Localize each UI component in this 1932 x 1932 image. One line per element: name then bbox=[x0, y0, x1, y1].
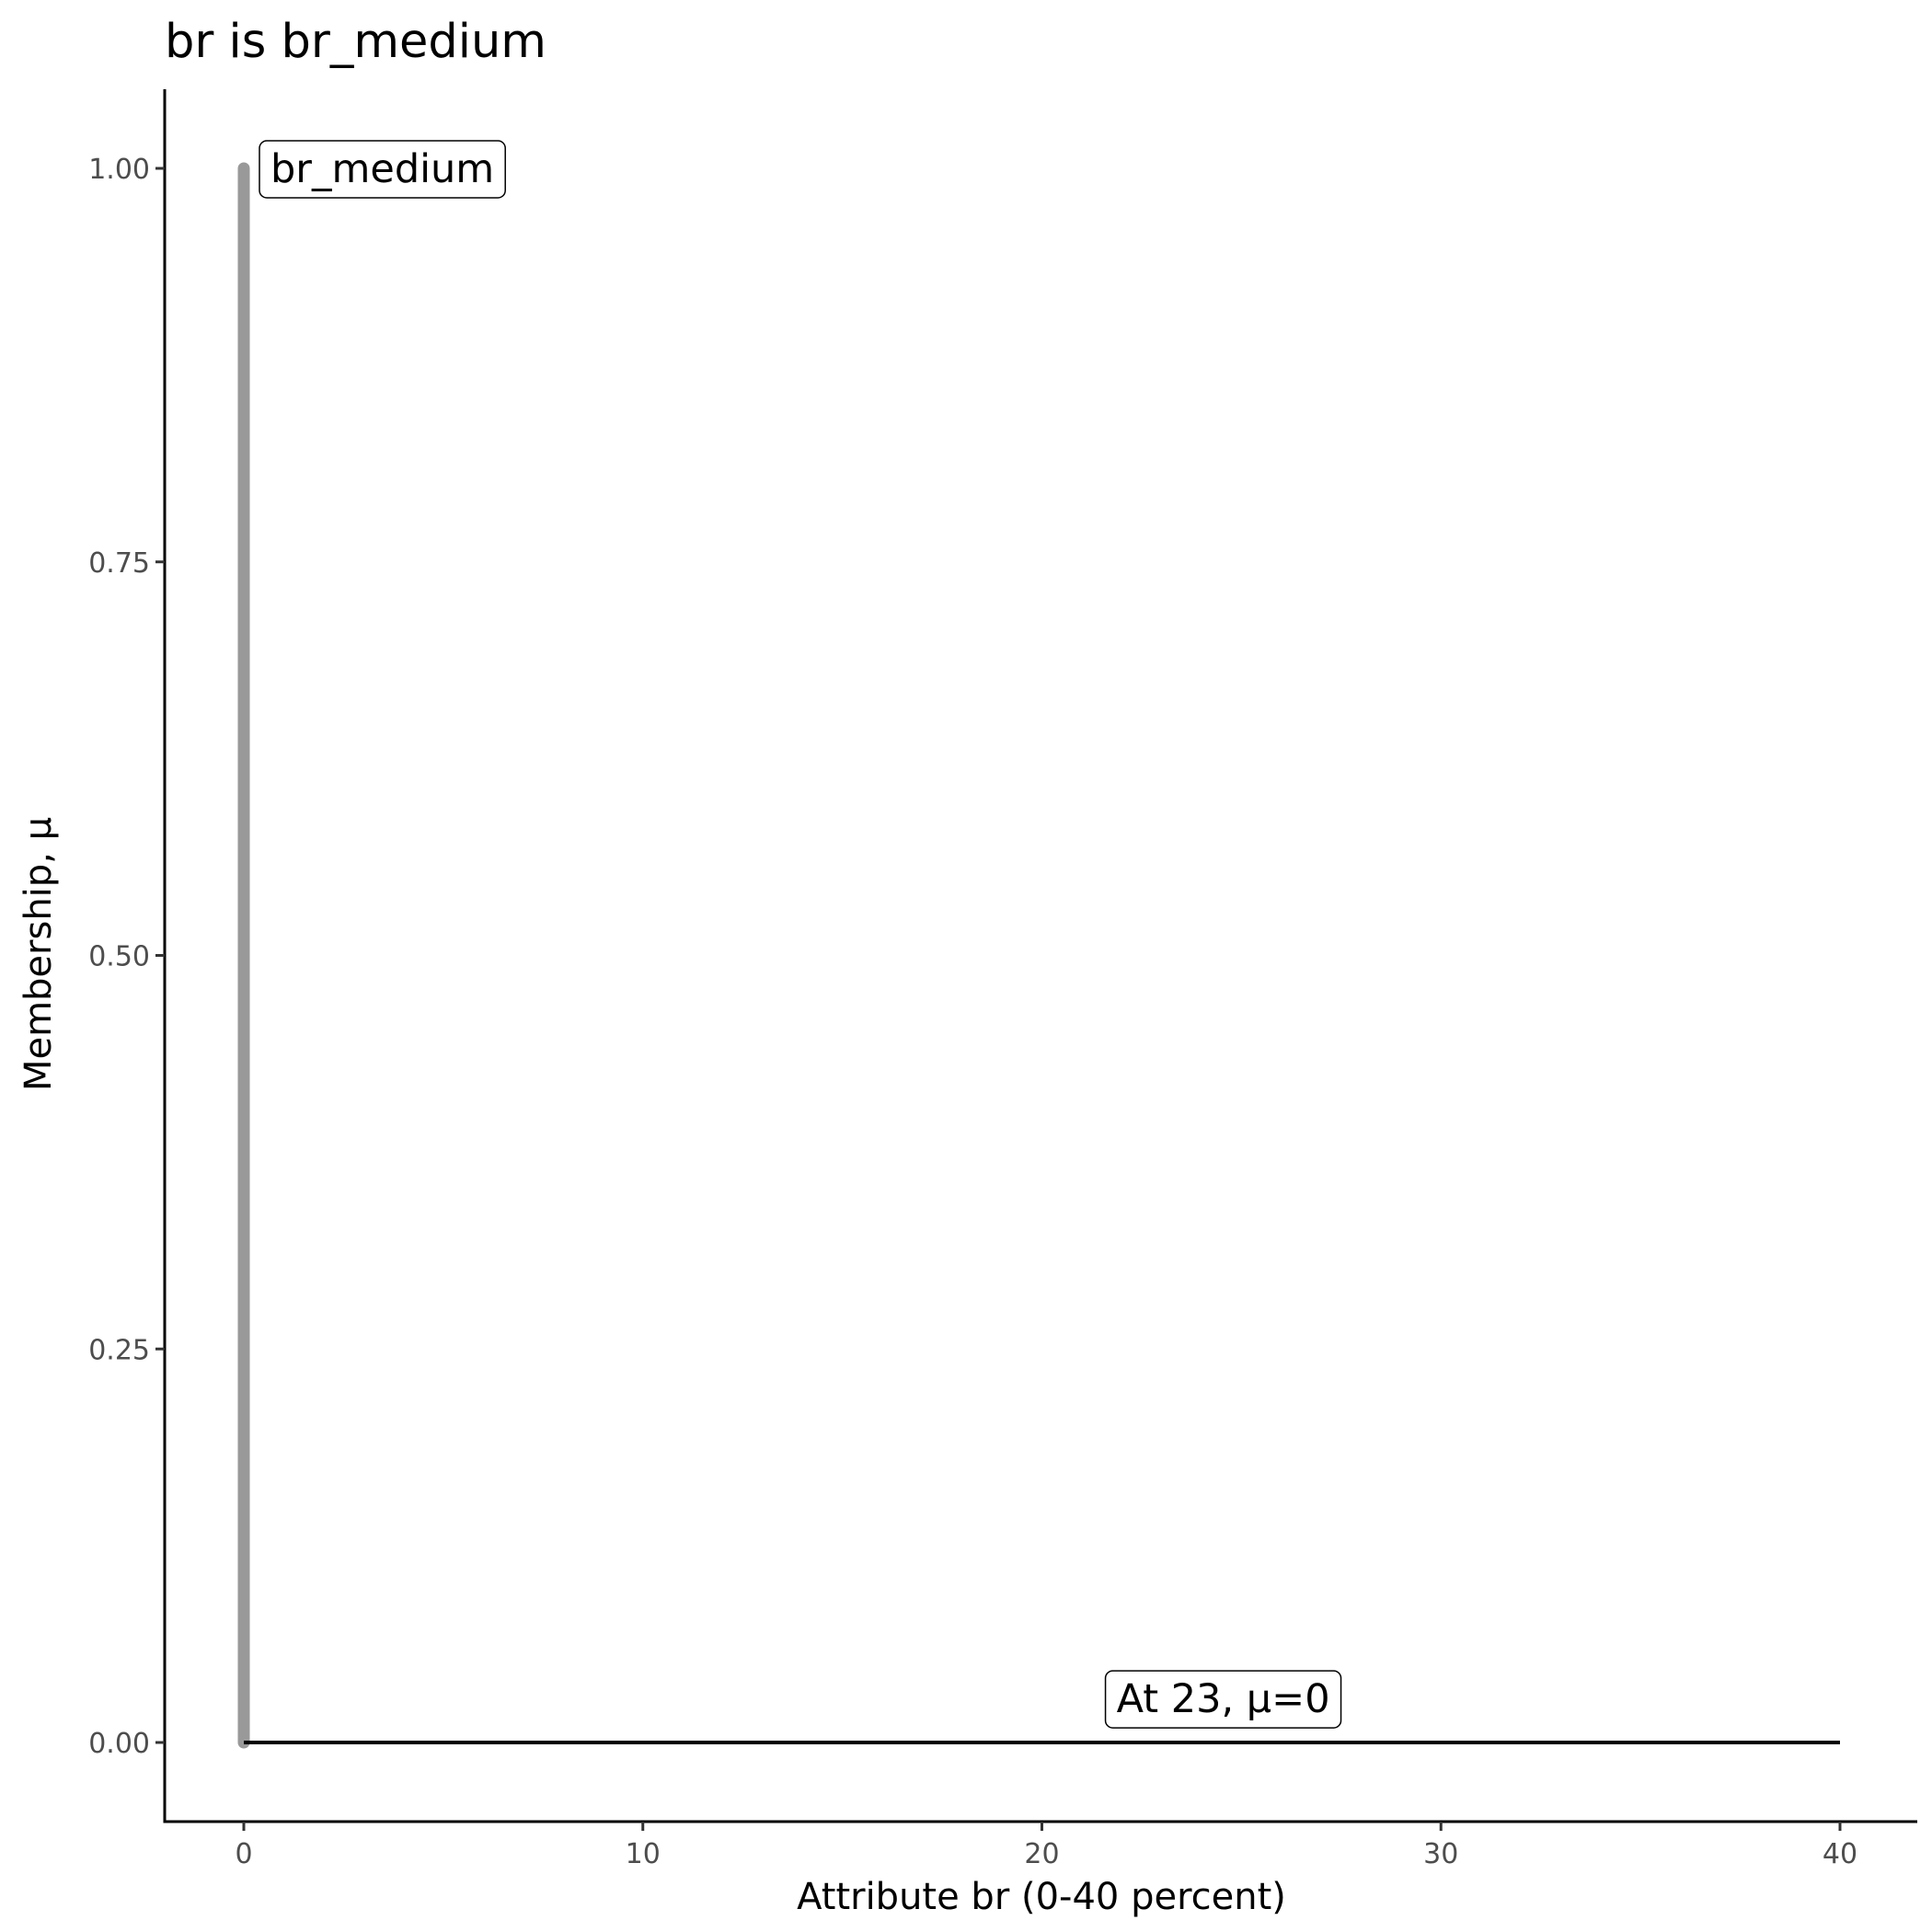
y-tick-label: 1.00 bbox=[88, 154, 150, 186]
y-tick-label: 0.00 bbox=[88, 1728, 150, 1760]
y-tick-label: 0.75 bbox=[88, 547, 150, 580]
x-tick-label: 10 bbox=[626, 1838, 661, 1870]
x-tick-label: 30 bbox=[1423, 1838, 1458, 1870]
annotation-label: br_medium bbox=[259, 140, 506, 199]
annotation-label: At 23, μ=0 bbox=[1104, 1670, 1342, 1729]
x-tick-label: 0 bbox=[235, 1838, 252, 1870]
annotation-text: At 23, μ=0 bbox=[1117, 1676, 1330, 1722]
annotation-box bbox=[259, 140, 506, 199]
y-tick-label: 0.25 bbox=[88, 1334, 150, 1366]
y-tick-label: 0.50 bbox=[88, 941, 150, 973]
chart-title: br is br_medium bbox=[165, 15, 546, 69]
plot-area: br_medium At 23, μ=0 bbox=[237, 140, 1840, 1749]
y-axis-title: Membership, μ bbox=[17, 817, 60, 1091]
x-tick-label: 40 bbox=[1823, 1838, 1857, 1870]
axes: 0 10 20 30 40 0.00 0.25 0.50 0.75 1.00 bbox=[88, 89, 1917, 1870]
annotation-text: br_medium bbox=[270, 146, 494, 192]
x-axis-title: Attribute br (0-40 percent) bbox=[797, 1876, 1286, 1918]
annotation-box bbox=[1104, 1670, 1342, 1729]
x-tick-label: 20 bbox=[1024, 1838, 1059, 1870]
